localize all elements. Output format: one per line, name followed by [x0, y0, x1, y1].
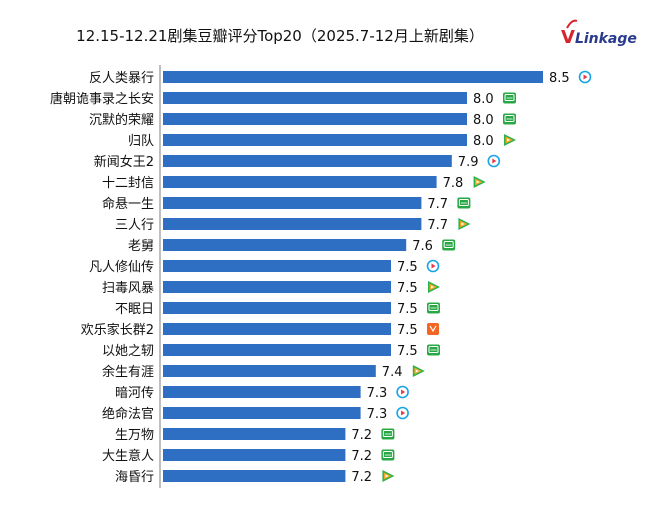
- logo-hook-icon: [566, 19, 578, 29]
- value-label: 7.2: [351, 449, 372, 464]
- bar: [163, 281, 391, 293]
- iqiyi-icon: [442, 239, 456, 251]
- category-label: 扫毒风暴: [102, 281, 154, 296]
- value-label: 7.8: [443, 176, 464, 191]
- category-label: 沉默的荣耀: [89, 112, 154, 128]
- youku-icon: [396, 406, 409, 420]
- category-label: 命悬一生: [102, 196, 154, 212]
- iqiyi-icon: [503, 113, 516, 125]
- bar: [163, 71, 543, 83]
- value-label: 7.5: [397, 323, 418, 338]
- value-label: 7.3: [367, 386, 388, 401]
- category-label: 大生意人: [102, 448, 154, 464]
- bar: [163, 470, 346, 482]
- category-label: 三人行: [115, 218, 154, 233]
- value-label: 7.5: [397, 344, 418, 359]
- value-label: 7.7: [427, 197, 448, 212]
- bar: [163, 260, 391, 272]
- bar: [163, 344, 391, 356]
- value-label: 7.2: [351, 428, 372, 443]
- bar: [163, 302, 391, 314]
- youku-icon: [396, 385, 409, 399]
- value-label: 7.7: [427, 218, 448, 233]
- bar: [163, 323, 391, 335]
- value-label: 8.0: [473, 134, 494, 149]
- youku-icon: [487, 154, 501, 168]
- value-label: 7.2: [351, 470, 372, 485]
- vlinkage-logo: VLinkage: [561, 19, 637, 48]
- category-label: 绝命法官: [102, 406, 154, 422]
- bar: [163, 155, 452, 167]
- category-label: 反人类暴行: [89, 71, 154, 86]
- bar: [163, 197, 422, 209]
- category-label: 海昏行: [115, 470, 154, 485]
- tencent-icon: [428, 281, 440, 293]
- value-label: 8.5: [549, 71, 570, 86]
- bar: [163, 113, 467, 125]
- logo-text: Linkage: [574, 31, 637, 47]
- iqiyi-icon: [457, 197, 471, 209]
- bar: [163, 386, 361, 398]
- iqiyi-icon: [381, 449, 395, 461]
- category-label: 老舅: [128, 239, 154, 254]
- category-label: 余生有涯: [102, 364, 154, 380]
- category-label: 生万物: [115, 428, 154, 443]
- value-label: 7.4: [382, 365, 403, 380]
- iqiyi-icon: [381, 428, 395, 440]
- logo-initial: V: [561, 27, 575, 48]
- bar: [163, 365, 376, 377]
- youku-icon: [578, 70, 592, 84]
- value-label: 7.9: [458, 155, 479, 170]
- tencent-icon: [473, 176, 486, 188]
- bar: [163, 176, 437, 188]
- youku-icon: [426, 259, 440, 273]
- category-label: 不眠日: [115, 302, 154, 317]
- category-label: 新闻女王2: [94, 154, 154, 170]
- bar: [163, 134, 467, 146]
- value-label: 7.3: [367, 407, 388, 422]
- category-label: 归队: [128, 134, 154, 149]
- tencent-icon: [412, 365, 425, 377]
- category-label: 凡人修仙传: [89, 260, 154, 275]
- bar: [163, 407, 361, 419]
- category-label: 以她之轫: [102, 344, 154, 359]
- tencent-icon: [458, 218, 471, 230]
- iqiyi-icon: [427, 302, 440, 314]
- value-label: 8.0: [473, 92, 494, 107]
- mango-icon: [427, 323, 439, 335]
- iqiyi-icon: [427, 344, 440, 356]
- category-label: 唐朝诡事录之长安: [50, 91, 154, 107]
- category-label: 十二封信: [102, 176, 154, 191]
- category-label: 欢乐家长群2: [81, 322, 154, 338]
- value-label: 8.0: [473, 113, 494, 128]
- value-label: 7.5: [397, 281, 418, 296]
- tencent-icon: [382, 470, 395, 482]
- iqiyi-icon: [503, 92, 516, 104]
- tencent-icon: [504, 134, 516, 146]
- bar: [163, 428, 346, 440]
- value-label: 7.5: [397, 302, 418, 317]
- bar: [163, 239, 407, 251]
- value-label: 7.5: [397, 260, 418, 275]
- category-label: 暗河传: [115, 386, 154, 401]
- bar: [163, 92, 467, 104]
- chart-title: 12.15-12.21剧集豆瓣评分Top20（2025.7-12月上新剧集）: [76, 27, 484, 45]
- value-label: 7.6: [412, 239, 433, 254]
- bar: [163, 449, 346, 461]
- bar: [163, 218, 422, 230]
